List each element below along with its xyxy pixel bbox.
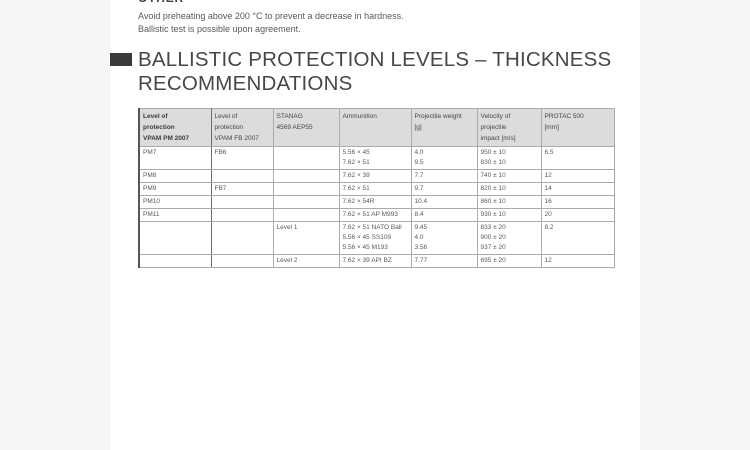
cell-thickness: 6.5 xyxy=(540,146,615,170)
cell-ammunition: 7.62 × 51 NATO Ball 5.56 × 45 SS109 5.56… xyxy=(338,221,412,255)
cell-stanag: Level 1 xyxy=(272,221,340,255)
cell-ammunition: 7.62 × 51 xyxy=(338,182,412,196)
cell-stanag xyxy=(272,195,340,209)
column-header-protac-500: PROTAC 500 [mm] xyxy=(540,108,615,147)
cell-vpam-pm: PM7 xyxy=(138,146,212,170)
cell-vpam-fb xyxy=(210,169,274,183)
cell-velocity: 695 ± 20 xyxy=(476,254,542,268)
cell-vpam-fb: FB6 xyxy=(210,146,274,170)
section-title: BALLISTIC PROTECTION LEVELS – THICKNESS … xyxy=(138,48,612,95)
table-row: Level 1 7.62 × 51 NATO Ball 5.56 × 45 SS… xyxy=(138,221,615,255)
table-row: PM7 FB6 5.56 × 45 7.62 × 51 4.0 9.5 950 … xyxy=(138,146,615,170)
cell-vpam-pm: PM8 xyxy=(138,169,212,183)
cell-ammunition: 5.56 × 45 7.62 × 51 xyxy=(338,146,412,170)
cell-velocity: 930 ± 10 xyxy=(476,208,542,222)
ballistic-protection-table: Level of protection VPAM PM 2007 Level o… xyxy=(138,108,615,268)
square-bullet-icon xyxy=(110,53,132,66)
column-header-ammunition: Ammunition xyxy=(338,108,412,147)
column-header-velocity: Velocity of projectile impact [m/s] xyxy=(476,108,542,147)
cell-vpam-fb xyxy=(210,254,274,268)
cell-ammunition: 7.62 × 51 AP M993 xyxy=(338,208,412,222)
cell-velocity: 860 ± 10 xyxy=(476,195,542,209)
cell-vpam-pm xyxy=(138,254,212,268)
cell-weight: 7.77 xyxy=(410,254,478,268)
cell-vpam-fb xyxy=(210,208,274,222)
table-header-row: Level of protection VPAM PM 2007 Level o… xyxy=(138,108,615,147)
document-page: OTHER Avoid preheating above 200 °C to p… xyxy=(110,0,640,450)
cell-weight: 10.4 xyxy=(410,195,478,209)
cell-thickness: 12 xyxy=(540,254,615,268)
cell-ammunition: 7.62 × 39 xyxy=(338,169,412,183)
cell-thickness: 14 xyxy=(540,182,615,196)
cell-vpam-fb xyxy=(210,221,274,255)
cell-weight: 7.7 xyxy=(410,169,478,183)
cell-stanag xyxy=(272,208,340,222)
cell-velocity: 740 ± 10 xyxy=(476,169,542,183)
previous-section-heading-clipped: OTHER xyxy=(138,0,616,5)
cell-stanag: Level 2 xyxy=(272,254,340,268)
cell-thickness: 20 xyxy=(540,208,615,222)
cell-stanag xyxy=(272,182,340,196)
cell-vpam-pm: PM10 xyxy=(138,195,212,209)
table-row: PM9 FB7 7.62 × 51 9.7 820 ± 10 14 xyxy=(138,182,615,196)
table-row: PM11 7.62 × 51 AP M993 8.4 930 ± 10 20 xyxy=(138,208,615,222)
cell-ammunition: 7.62 × 54R xyxy=(338,195,412,209)
column-header-vpam-pm: Level of protection VPAM PM 2007 xyxy=(138,108,212,147)
cell-stanag xyxy=(272,169,340,183)
cell-weight: 4.0 9.5 xyxy=(410,146,478,170)
column-header-stanag: STANAG 4569 AEP55 xyxy=(272,108,340,147)
cell-vpam-fb: FB7 xyxy=(210,182,274,196)
cell-vpam-pm: PM9 xyxy=(138,182,212,196)
cell-thickness: 16 xyxy=(540,195,615,209)
cell-weight: 8.4 xyxy=(410,208,478,222)
section-heading: BALLISTIC PROTECTION LEVELS – THICKNESS … xyxy=(110,48,620,95)
cell-weight: 9.45 4.0 3.56 xyxy=(410,221,478,255)
cell-velocity: 820 ± 10 xyxy=(476,182,542,196)
cell-stanag xyxy=(272,146,340,170)
cell-thickness: 12 xyxy=(540,169,615,183)
cell-velocity: 950 ± 10 830 ± 10 xyxy=(476,146,542,170)
table-row: PM10 7.62 × 54R 10.4 860 ± 10 16 xyxy=(138,195,615,209)
table-row: PM8 7.62 × 39 7.7 740 ± 10 12 xyxy=(138,169,615,183)
column-header-projectile-weight: Projectile weight [g] xyxy=(410,108,478,147)
cell-vpam-pm xyxy=(138,221,212,255)
note-line: Avoid preheating above 200 °C to prevent… xyxy=(138,11,404,21)
notes-paragraph: Avoid preheating above 200 °C to prevent… xyxy=(138,10,616,35)
cell-thickness: 8.2 xyxy=(540,221,615,255)
cell-weight: 9.7 xyxy=(410,182,478,196)
cell-vpam-pm: PM11 xyxy=(138,208,212,222)
cell-velocity: 833 ± 20 900 ± 20 937 ± 20 xyxy=(476,221,542,255)
cell-ammunition: 7.62 × 39 API BZ xyxy=(338,254,412,268)
cell-vpam-fb xyxy=(210,195,274,209)
table-row: Level 2 7.62 × 39 API BZ 7.77 695 ± 20 1… xyxy=(138,254,615,268)
column-header-vpam-fb: Level of protection VPAM FB 2007 xyxy=(210,108,274,147)
previous-section-heading-text: OTHER xyxy=(138,0,616,5)
note-line: Ballistic test is possible upon agreemen… xyxy=(138,23,301,34)
